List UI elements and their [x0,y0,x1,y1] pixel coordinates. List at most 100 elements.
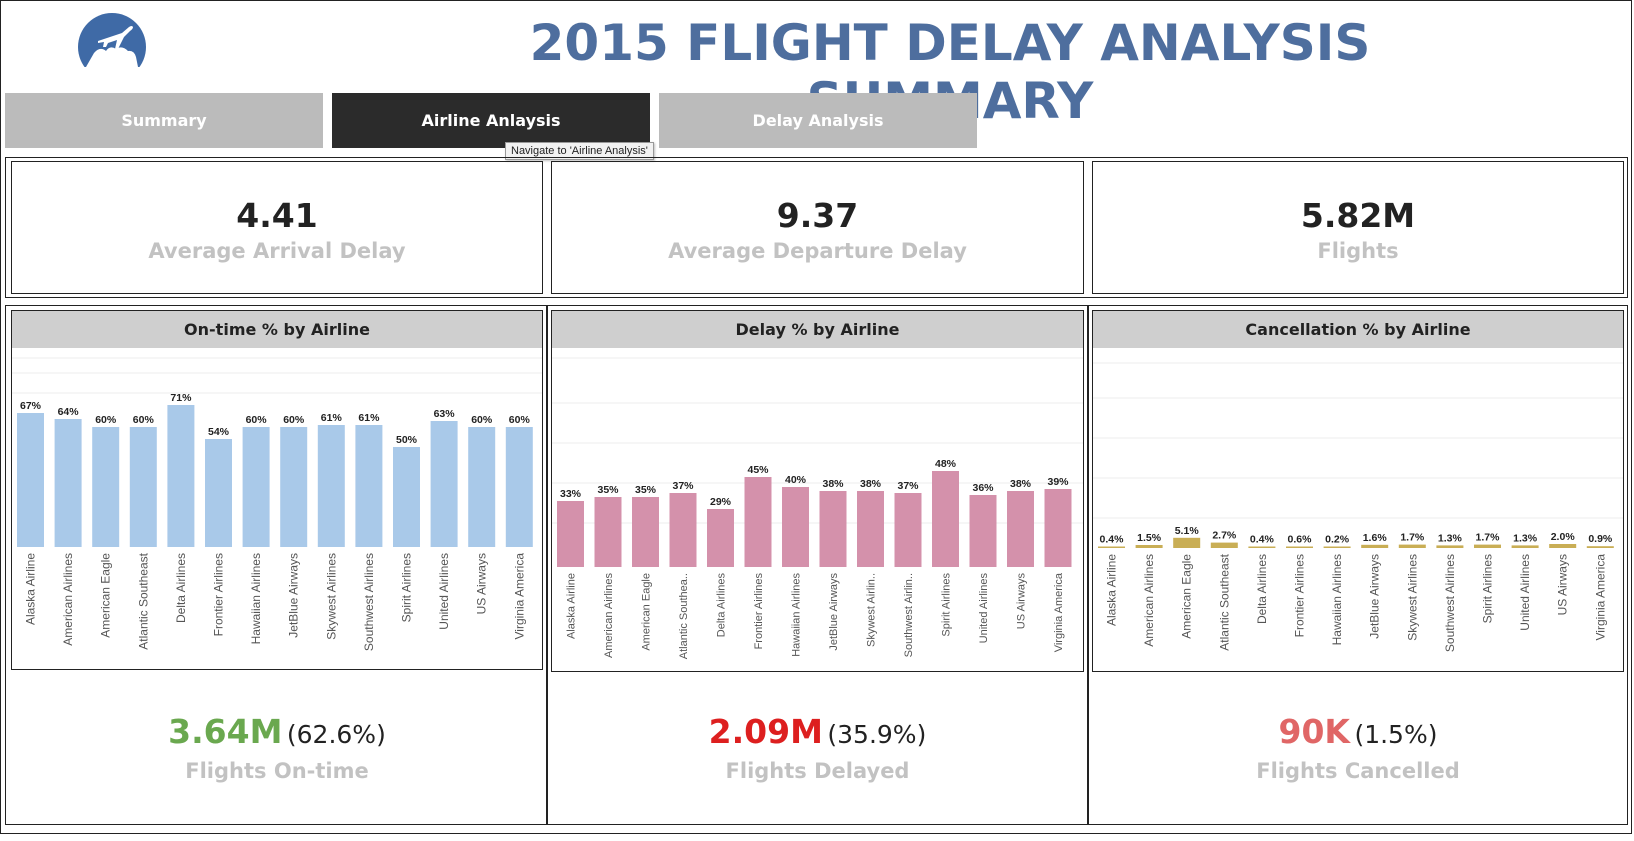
summary-label: Flights On-time [185,759,369,783]
summary-percent: (62.6%) [286,720,386,749]
data-label: 60% [283,414,305,426]
bar-virginia-america[interactable] [1044,489,1072,567]
summary-label: Flights Delayed [725,759,910,783]
data-label: 48% [935,458,957,470]
tick-label: Delta Airlines [1255,554,1269,624]
data-label: 60% [471,414,493,426]
tick-label: Hawaiian Airlines [1330,554,1344,645]
bar-jetblue-airways[interactable] [819,491,847,567]
chart-title: Cancellation % by Airline [1093,311,1623,348]
bar-skywest-airlines[interactable] [1398,544,1426,548]
bar-hawaiian-airlines[interactable] [242,427,270,547]
bar-us-airways[interactable] [1549,544,1577,548]
kpi-label: Average Departure Delay [668,239,967,263]
tick-label: Southwest Airlin.. [903,573,915,657]
bar-american-airlines[interactable] [54,419,82,547]
bar-delta-airlines[interactable] [707,509,734,567]
bar-jetblue-airways[interactable] [1361,544,1389,548]
data-label: 64% [58,406,80,418]
bar-alaska-airline[interactable] [17,413,44,547]
tick-label: American Airlines [1142,554,1156,647]
data-label: 1.7% [1400,532,1425,544]
bar-skywest-airlines[interactable] [317,425,345,547]
data-label: 1.5% [1137,532,1162,544]
tab-airline-analysis[interactable]: Airline Anlaysis [332,93,650,148]
bar-hawaiian-airlines[interactable] [1323,546,1351,549]
bar-atlantic-southeast[interactable] [1210,542,1238,548]
bar-american-eagle[interactable] [632,497,659,567]
data-label: 38% [1010,478,1032,490]
data-label: 1.3% [1438,532,1463,544]
data-label: 37% [672,480,694,492]
chart-delay-svg: 33% Alaska Airline 35% American Airlines 35%… [552,357,1083,659]
tick-label: American Eagle [99,553,113,638]
bar-us-airways[interactable] [1007,491,1034,567]
summary-delayed: 2.09M (35.9%) Flights Delayed [551,712,1084,783]
data-label: 38% [860,478,882,490]
bar-virginia-america[interactable] [505,427,533,547]
tick-label: Frontier Airlines [212,553,226,636]
data-label: 1.3% [1513,532,1538,544]
summary-percent: (35.9%) [827,720,927,749]
data-label: 61% [358,412,380,424]
bar-united-airlines[interactable] [969,495,997,567]
bar-frontier-airlines[interactable] [744,477,772,567]
kpi-row [5,157,1628,298]
bar-united-airlines[interactable] [430,421,458,547]
tab-summary[interactable]: Summary [5,93,323,148]
bar-united-airlines[interactable] [1511,545,1539,548]
kpi-label: Flights [1317,239,1399,263]
summary-percent: (1.5%) [1354,720,1438,749]
data-label: 45% [747,464,769,476]
tick-label: United Airlines [1518,554,1532,631]
data-label: 60% [509,414,531,426]
tick-label: JetBlue Airways [287,553,301,638]
bar-atlantic-southea-[interactable] [669,493,697,567]
kpi-average-arrival-delay: 4.41 Average Arrival Delay [11,161,543,294]
data-label: 63% [434,408,456,420]
bar-spirit-airlines[interactable] [393,447,420,547]
data-label: 60% [133,414,155,426]
bar-american-eagle[interactable] [92,427,120,547]
kpi-label: Average Arrival Delay [148,239,406,263]
bar-southwest-airlin-[interactable] [894,493,922,567]
tick-label: American Airlines [61,553,75,646]
tick-label: Frontier Airlines [753,573,765,650]
tab-delay-analysis[interactable]: Delay Analysis [659,93,977,148]
panel-delay [546,305,1089,825]
data-label: 5.1% [1175,525,1200,537]
tick-label: Atlantic Southea.. [678,573,690,659]
bar-american-airlines[interactable] [594,497,622,567]
bar-spirit-airlines[interactable] [932,471,959,567]
data-label: 35% [635,484,657,496]
summary-value: 90K [1278,712,1351,751]
data-label: 38% [822,478,844,490]
bar-delta-airlines[interactable] [167,405,195,547]
bar-spirit-airlines[interactable] [1474,544,1501,548]
data-label: 60% [95,414,117,426]
bar-atlantic-southeast[interactable] [129,427,157,547]
tick-label: JetBlue Airways [1368,554,1382,639]
tick-label: Virginia America [1053,572,1065,652]
bar-american-airlines[interactable] [1135,545,1163,548]
tick-label: US Airways [1016,573,1028,630]
bar-us-airways[interactable] [468,427,496,547]
airplane-logo-icon [78,13,146,67]
tick-label: Frontier Airlines [1293,554,1307,637]
bar-american-eagle[interactable] [1173,537,1201,548]
bar-virginia-america[interactable] [1586,546,1614,548]
summary-cancelled: 90K (1.5%) Flights Cancelled [1092,712,1624,783]
bar-skywest-airlin-[interactable] [857,491,884,567]
bar-frontier-airlines[interactable] [205,439,232,547]
tick-label: Hawaiian Airlines [249,553,263,644]
bar-southwest-airlines[interactable] [1436,545,1464,548]
bar-frontier-airlines[interactable] [1286,546,1313,549]
bar-alaska-airline[interactable] [557,501,584,567]
data-label: 36% [972,482,994,494]
bar-delta-airlines[interactable] [1248,546,1276,549]
bar-southwest-airlines[interactable] [355,425,383,547]
bar-jetblue-airways[interactable] [280,427,308,547]
bar-alaska-airline[interactable] [1098,546,1125,549]
bar-hawaiian-airlines[interactable] [782,487,809,567]
